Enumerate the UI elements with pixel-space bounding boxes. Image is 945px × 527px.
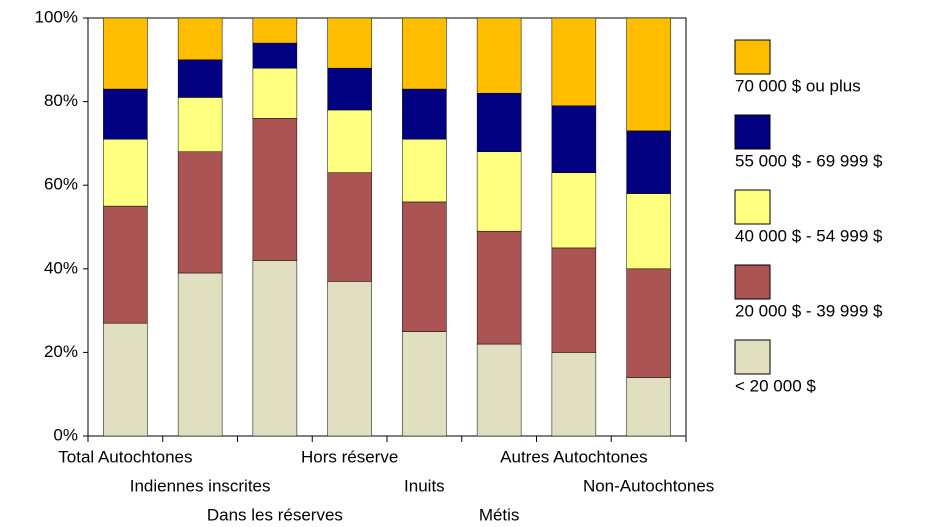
bar-segment (327, 17, 372, 69)
y-tick-label: 60% (44, 175, 78, 194)
bar-segment (327, 109, 372, 173)
bar-segment (476, 92, 522, 153)
bar-segment (252, 118, 298, 261)
bar-segment (476, 151, 522, 232)
bar-segment (551, 105, 597, 173)
bar-segment (252, 67, 298, 119)
bar-segment (551, 352, 597, 437)
bar-segment (626, 130, 671, 194)
y-tick-label: 40% (44, 258, 78, 277)
bar-segment (476, 343, 522, 437)
x-tick-label: Total Autochtones (58, 447, 192, 466)
bar-segment (551, 247, 597, 353)
y-tick-label: 80% (44, 91, 78, 110)
legend-label: 55 000 $ - 69 999 $ (735, 151, 883, 170)
bar-segment (177, 97, 223, 153)
legend-label: 20 000 $ - 39 999 $ (735, 301, 883, 320)
legend-label: 70 000 $ ou plus (735, 76, 861, 95)
bar-segment (177, 151, 223, 274)
bar-segment (177, 59, 223, 98)
bar-segment (177, 17, 223, 61)
legend-swatch (734, 114, 771, 150)
bar-segment (626, 17, 671, 132)
bar-segment (402, 331, 447, 437)
bar-segment (327, 67, 372, 111)
bar-segment (402, 17, 447, 90)
bar-segment (402, 201, 447, 332)
bar-segment (327, 281, 372, 437)
plot-frame (87, 17, 687, 437)
x-tick-label: Dans les réserves (207, 505, 343, 524)
x-tick-label: Indiennes inscrites (130, 476, 271, 495)
bar-segment (103, 17, 148, 90)
bar-segment (626, 193, 671, 270)
bar-segment (177, 272, 223, 437)
x-tick-label: Hors réserve (301, 447, 398, 466)
x-tick-label: Non-Autochtones (583, 476, 714, 495)
bar-segment (252, 260, 298, 437)
bar-segment (103, 322, 148, 437)
y-tick-label: 100% (35, 7, 78, 26)
legend-swatch (734, 339, 771, 375)
bar-segment (252, 42, 298, 69)
legend-swatch (734, 189, 771, 225)
x-tick-label: Métis (479, 505, 520, 524)
legend-swatch (734, 39, 771, 75)
legend-label: 40 000 $ - 54 999 $ (735, 226, 883, 245)
bar-segment (327, 172, 372, 282)
legend-label: < 20 000 $ (735, 376, 816, 395)
bar-segment (402, 138, 447, 203)
bar-segment (551, 172, 597, 249)
bar-segment (476, 230, 522, 345)
bar-segment (252, 17, 298, 44)
bar-segment (626, 268, 671, 378)
bar-segment (103, 205, 148, 324)
x-tick-label: Autres Autochtones (500, 447, 647, 466)
x-tick-label: Inuits (404, 476, 445, 495)
bar-segment (103, 138, 148, 207)
bar-segment (103, 88, 148, 140)
bar-segment (476, 17, 522, 94)
y-tick-label: 0% (53, 425, 78, 444)
legend-swatch (734, 264, 771, 300)
bar-segment (402, 88, 447, 140)
bar-segment (626, 377, 671, 437)
y-tick-label: 20% (44, 342, 78, 361)
bar-segment (551, 17, 597, 107)
